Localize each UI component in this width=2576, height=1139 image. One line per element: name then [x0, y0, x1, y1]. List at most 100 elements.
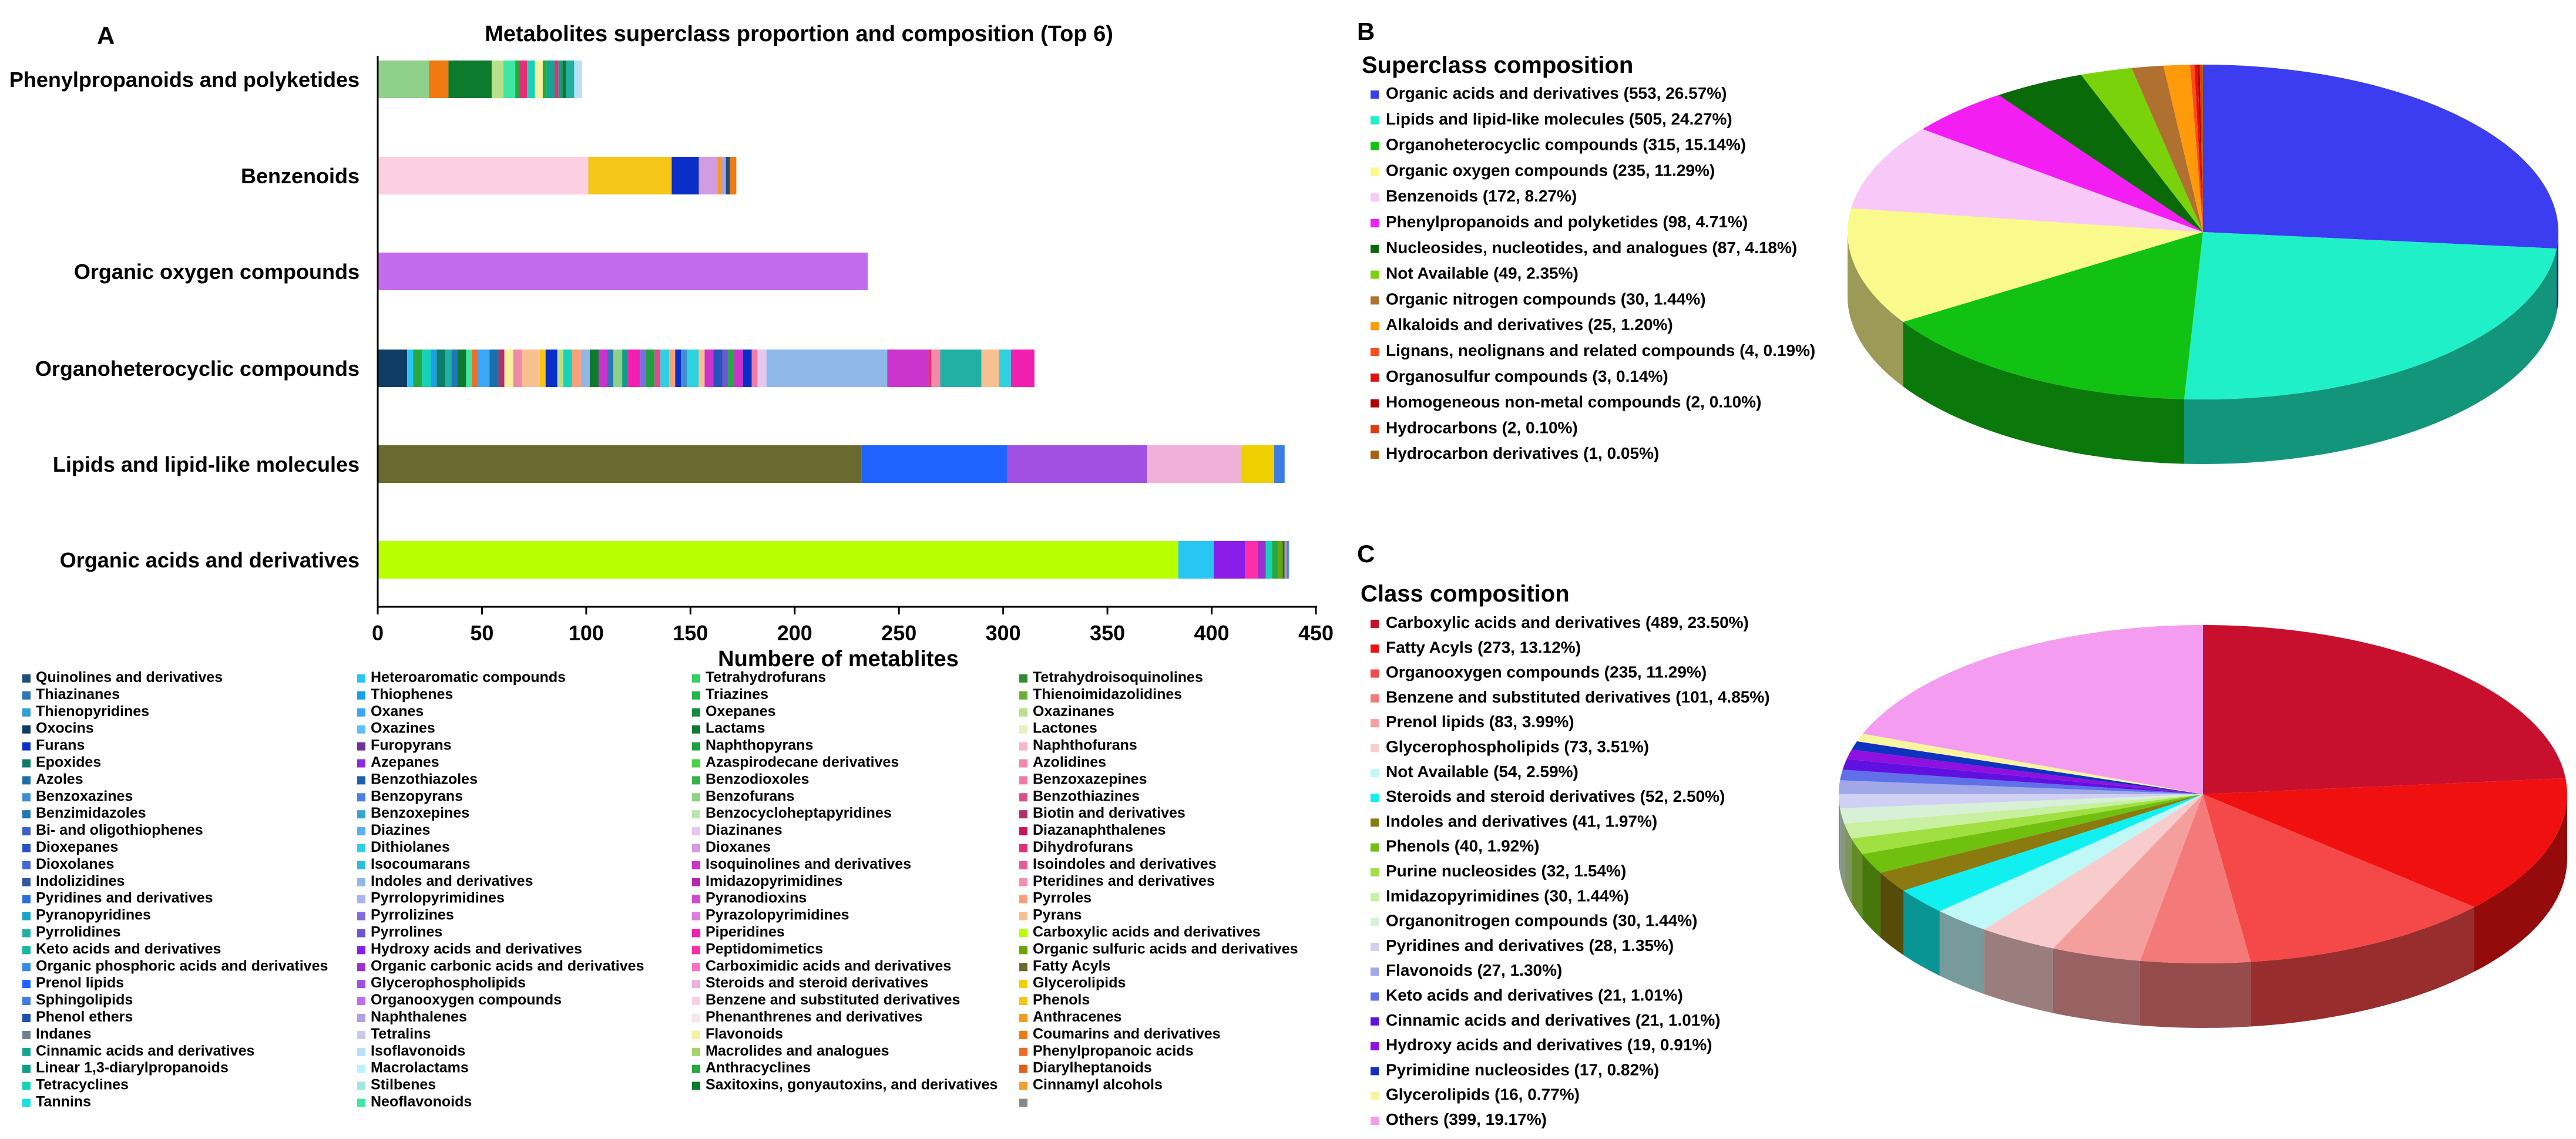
bar-segment-pyrans [981, 350, 999, 387]
legend-swatch [1019, 912, 1027, 920]
legend-entry: Glycerophospholipids (73, 3.51%) [1386, 738, 1649, 756]
legend-swatch [357, 742, 365, 751]
legend-entry: Azolidines [1033, 754, 1106, 771]
pie-slice-indoles-and-derivatives [1880, 794, 2203, 891]
bar-segment-anthracyclines [413, 350, 422, 387]
bar-chart-title: Metabolites superclass proportion and co… [485, 22, 1113, 46]
legend-entry: Homogeneous non-metal compounds (2, 0.10… [1386, 393, 1761, 411]
legend-entry: Organooxygen compounds (235, 11.29%) [1386, 663, 1707, 681]
bar-segment-furans [743, 350, 752, 387]
legend-swatch [1371, 868, 1379, 876]
legend-swatch [1019, 929, 1027, 938]
legend-entry: Not Available (54, 2.59%) [1386, 762, 1578, 781]
legend-swatch [1019, 708, 1027, 717]
pie-slice-pyrimidine-nucleosides [1851, 741, 2203, 794]
legend-swatch [692, 1064, 700, 1073]
legend-entry: Keto acids and derivatives (21, 1.01%) [1386, 986, 1683, 1004]
legend-entry: Organoheterocyclic compounds (315, 15.14… [1386, 136, 1746, 154]
legend-swatch [1371, 348, 1379, 356]
legend-entry: Epoxides [36, 754, 101, 771]
legend-entry: Phenols [1033, 992, 1090, 1008]
legend-entry: Oxocins [36, 720, 94, 737]
legend-entry: Tannins [36, 1094, 91, 1110]
x-tick-label: 150 [673, 621, 708, 645]
legend-entry: Pyrazolopyrimidines [706, 907, 849, 923]
legend-entry: Phenylpropanoids and polyketides (98, 4.… [1386, 213, 1748, 231]
bar-segment-coumarins-and-derivatives [428, 61, 449, 98]
legend-swatch [357, 1081, 365, 1090]
bar-segment-indoles-and-derivatives [580, 350, 590, 387]
legend-entry: Purine nucleosides (32, 1.54%) [1386, 862, 1626, 880]
bar-segment-pyrrolidines [566, 61, 575, 98]
legend-swatch [692, 946, 700, 955]
legend-swatch [1371, 425, 1379, 434]
pie-side-fatty-acyls [2474, 794, 2567, 972]
pie-side-organoheterocyclic-compounds [1903, 322, 2184, 464]
pie-slice-benzenoids [1851, 129, 2203, 232]
legend-swatch [1371, 1017, 1379, 1026]
legend-entry: Keto acids and derivatives [36, 940, 221, 957]
legend-entry: Furopyrans [371, 737, 452, 754]
legend-swatch [357, 895, 365, 903]
bar-segment-isoquinolines-and-derivatives [734, 350, 743, 387]
bar-segment-quinolines-and-derivatives [726, 157, 730, 194]
legend-entry: Cinnamic acids and derivatives (21, 1.01… [1386, 1011, 1721, 1029]
legend-entry: Neoflavonoids [371, 1094, 472, 1110]
legend-swatch [1019, 1081, 1027, 1090]
superclass-pie-title: Superclass composition [1362, 52, 1633, 78]
superclass-pie [1848, 65, 2558, 464]
legend-swatch [1019, 776, 1027, 785]
legend-swatch [1371, 620, 1379, 628]
pie-slice-glycerolipids [1857, 733, 2203, 794]
bar-segment-dithiolanes [687, 350, 699, 387]
legend-swatch [1019, 878, 1027, 886]
bar-segment-organic-sulfuric-acids-and-derivatives [1278, 541, 1283, 579]
legend-swatch [692, 827, 700, 836]
legend-entry: Quinolines and derivatives [36, 669, 223, 686]
class-legend: Carboxylic acids and derivatives (489, 2… [1371, 613, 1770, 1128]
legend-entry: Phenols (40, 1.92%) [1386, 837, 1539, 855]
bar-x-axis-label: Numbere of metablites [718, 647, 959, 671]
bar-segment-sphingolipids [1274, 445, 1285, 483]
legend-swatch [357, 929, 365, 938]
legend-swatch [357, 793, 365, 802]
bar-segment-tetracyclines [527, 61, 535, 98]
legend-entry: Oxepanes [706, 703, 776, 720]
pie-slice-nucleosides-nucleotides-and-analogues [1999, 75, 2203, 233]
bar-segment-isoquinolines-and-derivatives [887, 350, 929, 387]
bar-segment-pyrans [522, 350, 540, 387]
legend-swatch [1371, 918, 1379, 926]
pie-side-organonitrogen-compounds [1840, 808, 1845, 888]
legend-entry: Naphthofurans [1033, 737, 1137, 754]
bar-segment-piperidines [1010, 350, 1035, 387]
legend-entry: Azepanes [371, 754, 439, 771]
legend-swatch [1371, 270, 1379, 279]
bar-segment-tetracyclines [422, 350, 431, 387]
x-tick-label: 350 [1090, 621, 1125, 645]
legend-entry: Benzene and substituted derivatives [706, 992, 960, 1008]
bar-segment-linear-1-3-diarylpropanoids [622, 350, 629, 387]
legend-swatch [22, 1064, 31, 1073]
legend-swatch [22, 997, 31, 1006]
legend-entry: Pyrrolidines [36, 924, 121, 940]
legend-entry: Benzofurans [706, 788, 794, 804]
legend-entry: Phenanthrenes and derivatives [706, 1009, 923, 1025]
bar-segment-flavonoids [504, 350, 513, 387]
bar-category-label: Organoheterocyclic compounds [35, 357, 360, 381]
legend-entry: Isoindoles and derivatives [1033, 856, 1217, 872]
pie-slice-others [1863, 625, 2203, 794]
legend-swatch [22, 674, 31, 683]
legend-swatch [1019, 844, 1027, 852]
x-tick-label: 400 [1194, 621, 1230, 645]
legend-swatch [357, 810, 365, 819]
pie-slice-homogeneous-non-metal-compounds [2197, 65, 2203, 232]
legend-entry: Oxazines [371, 720, 435, 737]
pie-slice-hydrocarbons [2199, 65, 2203, 232]
legend-entry: Cinnamyl alcohols [1033, 1077, 1163, 1093]
legend-entry: Thiophenes [371, 686, 453, 703]
legend-entry: Stilbenes [371, 1077, 436, 1093]
legend-entry: Organic oxygen compounds (235, 11.29%) [1386, 161, 1715, 179]
legend-swatch [1019, 997, 1027, 1006]
legend-swatch [1371, 1117, 1379, 1125]
legend-swatch [357, 725, 365, 734]
